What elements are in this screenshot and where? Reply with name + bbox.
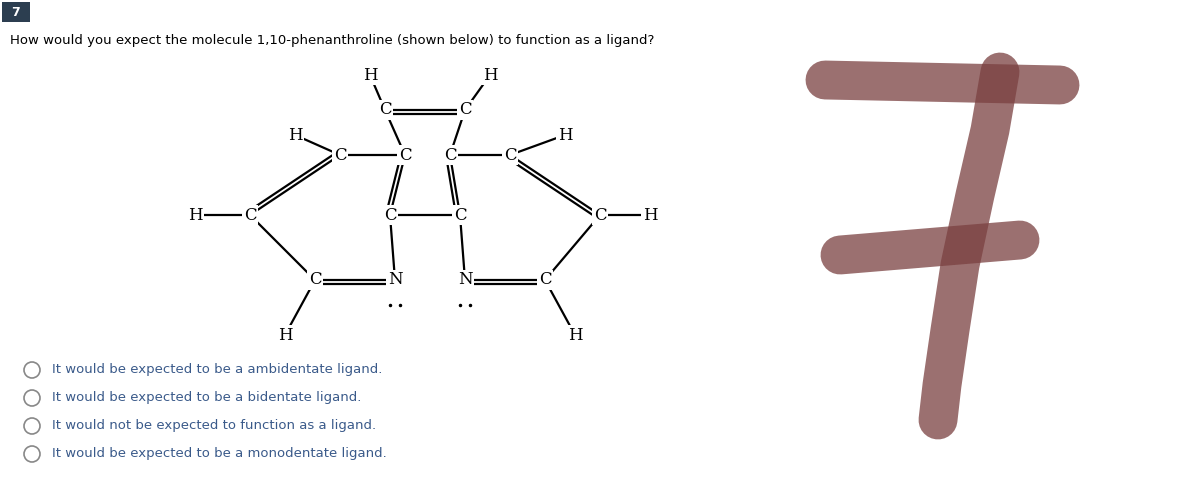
Text: H: H bbox=[187, 206, 203, 224]
Text: 7: 7 bbox=[12, 6, 20, 20]
Text: It would be expected to be a monodentate ligand.: It would be expected to be a monodentate… bbox=[52, 447, 386, 461]
Text: N: N bbox=[457, 271, 473, 288]
Text: C: C bbox=[458, 102, 472, 119]
Text: It would be expected to be a ambidentate ligand.: It would be expected to be a ambidentate… bbox=[52, 364, 383, 377]
Text: C: C bbox=[334, 146, 347, 163]
Text: C: C bbox=[444, 146, 456, 163]
Text: H: H bbox=[643, 206, 658, 224]
FancyBboxPatch shape bbox=[2, 2, 30, 22]
Text: H: H bbox=[362, 66, 377, 83]
Text: H: H bbox=[568, 326, 582, 344]
Text: C: C bbox=[594, 206, 606, 224]
Text: C: C bbox=[454, 206, 467, 224]
Text: C: C bbox=[398, 146, 412, 163]
Text: H: H bbox=[288, 126, 302, 143]
Text: It would not be expected to function as a ligand.: It would not be expected to function as … bbox=[52, 420, 376, 432]
Text: It would be expected to be a bidentate ligand.: It would be expected to be a bidentate l… bbox=[52, 391, 361, 405]
Text: N: N bbox=[388, 271, 402, 288]
Text: C: C bbox=[244, 206, 257, 224]
Text: H: H bbox=[558, 126, 572, 143]
Text: C: C bbox=[504, 146, 516, 163]
Text: How would you expect the molecule 1,10-phenanthroline (shown below) to function : How would you expect the molecule 1,10-p… bbox=[10, 34, 654, 47]
Text: H: H bbox=[482, 66, 497, 83]
Text: C: C bbox=[379, 102, 391, 119]
Text: H: H bbox=[277, 326, 293, 344]
Text: C: C bbox=[539, 271, 551, 288]
Text: C: C bbox=[308, 271, 322, 288]
Text: C: C bbox=[384, 206, 396, 224]
